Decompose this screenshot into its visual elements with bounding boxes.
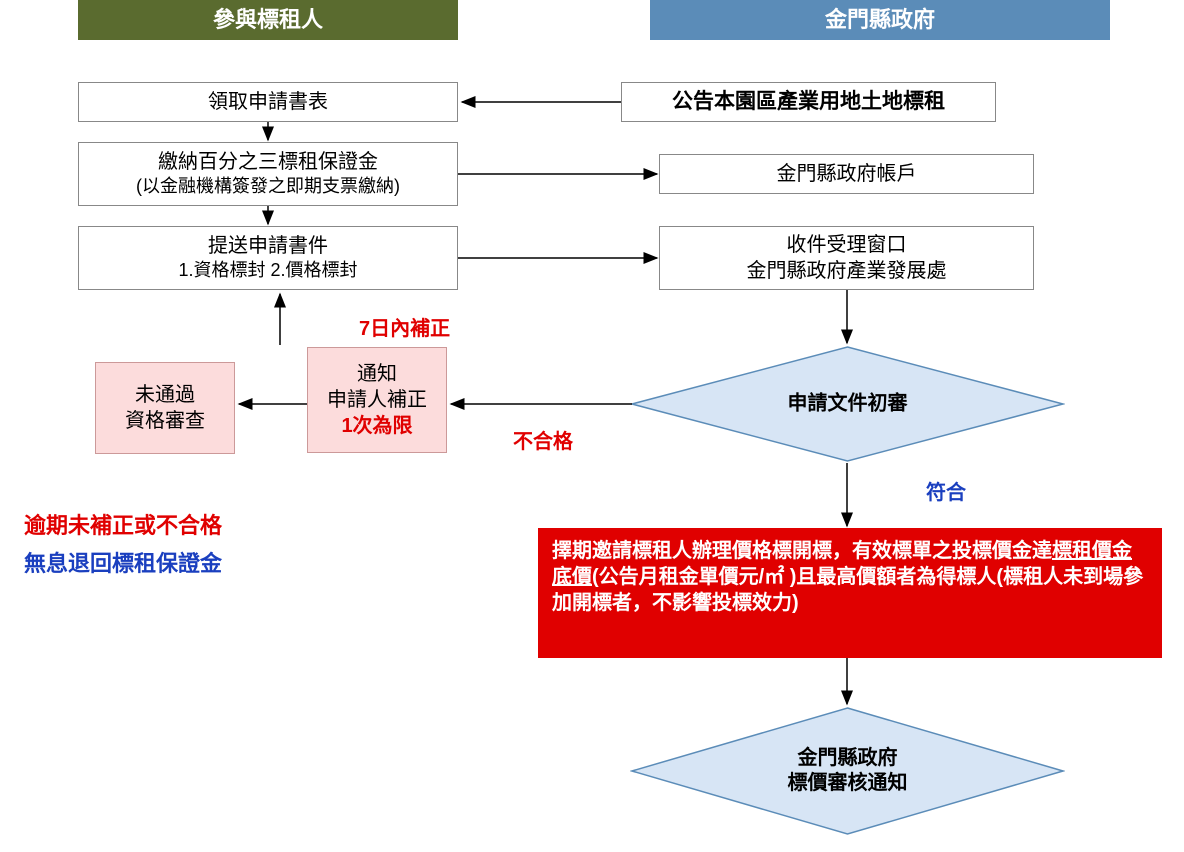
diamond-price-review-text: 金門縣政府 標價審核通知 bbox=[630, 746, 1065, 796]
box-notify-line1: 通知 bbox=[357, 361, 397, 387]
header-bidder-text: 參與標租人 bbox=[213, 6, 323, 35]
box-get-forms-text: 領取申請書表 bbox=[208, 89, 328, 115]
label-note-blue: 無息退回標租保證金 bbox=[24, 546, 222, 578]
box-deposit-line1: 繳納百分之三標租保證金 bbox=[158, 149, 378, 175]
box-deposit: 繳納百分之三標租保證金 (以金融機構簽發之即期支票繳納) bbox=[78, 142, 458, 206]
box-submit-line2: 1.資格標封 2.價格標封 bbox=[178, 259, 357, 282]
label-note-red: 逾期未補正或不合格 bbox=[24, 508, 222, 540]
label-fail: 不合格 bbox=[513, 425, 573, 454]
box-fail-review: 未通過 資格審查 bbox=[95, 362, 235, 454]
diamond-price-review: 金門縣政府 標價審核通知 bbox=[630, 706, 1065, 836]
underline-base-price: 標租價金底價 bbox=[552, 540, 1132, 588]
box-receive-line2: 金門縣政府產業發展處 bbox=[747, 258, 947, 284]
diamond-initial-review-text: 申請文件初審 bbox=[630, 392, 1065, 417]
box-notify-correction: 通知 申請人補正 1次為限 bbox=[307, 347, 447, 453]
box-account: 金門縣政府帳戶 bbox=[659, 154, 1034, 194]
box-submit-line1: 提送申請書件 bbox=[208, 233, 328, 259]
box-announce-text: 公告本園區產業用地土地標租 bbox=[672, 88, 945, 115]
box-announce: 公告本園區產業用地土地標租 bbox=[621, 82, 996, 122]
box-deposit-line2: (以金融機構簽發之即期支票繳納) bbox=[136, 175, 400, 198]
box-get-forms: 領取申請書表 bbox=[78, 82, 458, 122]
diamond-price-line1: 金門縣政府 bbox=[798, 747, 898, 769]
box-bid-opening: 擇期邀請標租人辦理價格標開標，有效標單之投標價金達標租價金底價(公告月租金單價元… bbox=[538, 528, 1162, 658]
header-bidder: 參與標租人 bbox=[78, 0, 458, 40]
box-submit: 提送申請書件 1.資格標封 2.價格標封 bbox=[78, 226, 458, 290]
box-receive-window: 收件受理窗口 金門縣政府產業發展處 bbox=[659, 226, 1034, 290]
box-notify-line3: 1次為限 bbox=[341, 413, 412, 439]
header-government: 金門縣政府 bbox=[650, 0, 1110, 40]
box-account-text: 金門縣政府帳戶 bbox=[777, 161, 917, 187]
flowchart-canvas: 參與標租人 金門縣政府 領取申請書表 繳納百分之三標租保證金 (以金融機構簽發之… bbox=[0, 0, 1184, 852]
diamond-price-line2: 標價審核通知 bbox=[788, 772, 908, 794]
label-seven-days: 7日內補正 bbox=[359, 312, 450, 341]
box-fail-line1: 未通過 bbox=[135, 382, 195, 408]
header-government-text: 金門縣政府 bbox=[825, 6, 935, 35]
diamond-initial-review: 申請文件初審 bbox=[630, 345, 1065, 463]
label-pass: 符合 bbox=[926, 476, 966, 505]
box-fail-line2: 資格審查 bbox=[125, 408, 205, 434]
box-receive-line1: 收件受理窗口 bbox=[787, 232, 907, 258]
box-notify-line2: 申請人補正 bbox=[327, 387, 427, 413]
